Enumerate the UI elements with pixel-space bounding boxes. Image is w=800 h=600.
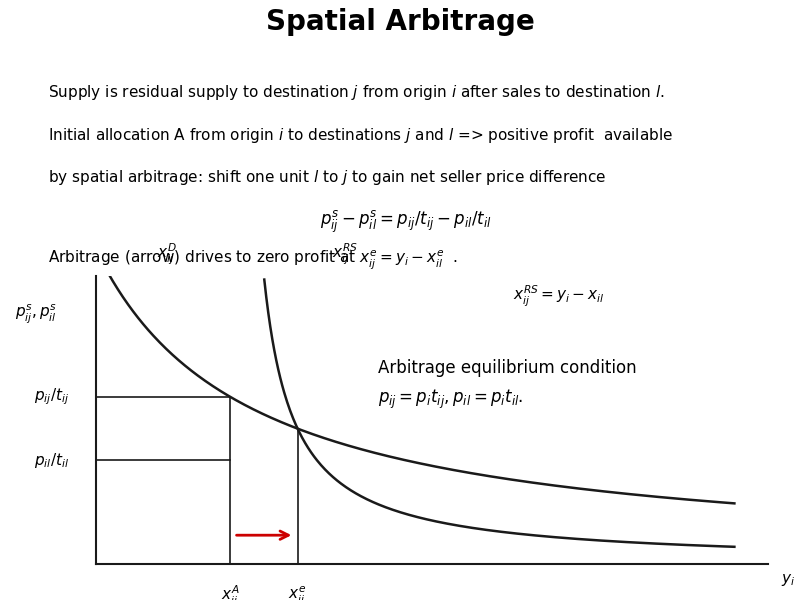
Text: $p_{ij} = p_it_{ij},  p_{il} = p_it_{il}$.: $p_{ij} = p_it_{ij}, p_{il} = p_it_{il}$… [378, 388, 524, 412]
Text: $x^D_{ij}$: $x^D_{ij}$ [157, 242, 177, 268]
Text: Arbitrage equilibrium condition: Arbitrage equilibrium condition [378, 359, 637, 377]
Text: Spatial Arbitrage: Spatial Arbitrage [266, 8, 534, 36]
Text: $p_{il}/t_{il}$: $p_{il}/t_{il}$ [34, 451, 69, 470]
Text: $p_{ij}/t_{ij}$: $p_{ij}/t_{ij}$ [34, 386, 69, 407]
Text: $p^s_{ij} - p^s_{il} =  p_{ij}/t_{ij} - p_{il}/t_{il}$: $p^s_{ij} - p^s_{il} = p_{ij}/t_{ij} - p… [320, 208, 492, 235]
Text: $p^s_{ij}, p^s_{il}$: $p^s_{ij}, p^s_{il}$ [14, 302, 57, 325]
Text: $x^{RS}_{ij}$: $x^{RS}_{ij}$ [332, 242, 358, 268]
Text: $x^A_{ij}$: $x^A_{ij}$ [221, 584, 240, 600]
Text: Initial allocation A from origin $i$ to destinations $j$ and $l$ => positive pro: Initial allocation A from origin $i$ to … [48, 125, 673, 145]
Text: $y_i$: $y_i$ [782, 572, 796, 588]
Text: Arbitrage (arrow) drives to zero profit at $x^e_{ij} = y_i - x^e_{il}$  .: Arbitrage (arrow) drives to zero profit … [48, 248, 458, 271]
Text: Supply is residual supply to destination $j$ from origin $i$ after sales to dest: Supply is residual supply to destination… [48, 83, 665, 102]
Text: $x^{RS}_{ij} = y_i - x_{il}$: $x^{RS}_{ij} = y_i - x_{il}$ [513, 284, 604, 309]
Text: by spatial arbitrage: shift one unit $l$ to $j$ to gain net seller price differe: by spatial arbitrage: shift one unit $l$… [48, 169, 606, 187]
Text: $x^e_{ij}$: $x^e_{ij}$ [289, 584, 306, 600]
